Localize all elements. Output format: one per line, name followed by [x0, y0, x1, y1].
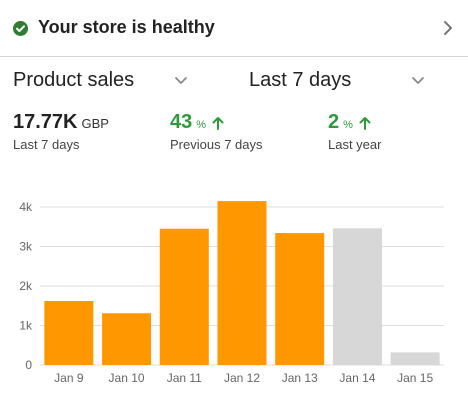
date-range-select[interactable]: Last 7 days: [249, 69, 352, 91]
total-sales-stat: 17.77K GBP: [13, 111, 109, 134]
bar: [332, 228, 382, 365]
metric-select[interactable]: Product sales: [13, 69, 135, 91]
store-health-title: Your store is healthy: [38, 17, 215, 37]
previous-period-caption: Previous 7 days: [170, 137, 263, 152]
chevron-down-icon[interactable]: [174, 76, 188, 86]
bar: [44, 301, 94, 365]
bar: [217, 201, 267, 365]
y-tick-label: 2k: [19, 279, 33, 293]
chevron-down-icon[interactable]: [411, 76, 425, 86]
y-tick-label: 3k: [19, 240, 33, 254]
x-tick-label: Jan 11: [167, 371, 202, 385]
x-tick-label: Jan 10: [109, 371, 145, 385]
bar: [102, 313, 152, 365]
total-sales-value: 17.77K: [13, 111, 78, 133]
arrow-up-icon: [359, 117, 371, 130]
percent-unit: %: [196, 119, 207, 131]
previous-period-value: 43: [170, 111, 193, 133]
last-year-change: 2%: [328, 111, 371, 134]
y-tick-label: 1k: [19, 319, 33, 333]
x-tick-label: Jan 9: [54, 371, 84, 385]
y-tick-label: 0: [25, 358, 32, 372]
bar: [275, 233, 325, 365]
x-tick-label: Jan 15: [397, 371, 433, 385]
sales-bar-chart: 0 1k 2k 3k 4k Jan 9 Jan 10 Jan 11 Jan 12 Jan 13 Ja…: [19, 200, 444, 385]
store-health-banner[interactable]: Your store is healthy: [0, 0, 468, 57]
y-tick-label: 4k: [19, 200, 33, 214]
previous-period-change: 43%: [170, 111, 224, 134]
percent-unit: %: [343, 119, 353, 131]
currency-unit: GBP: [81, 116, 109, 131]
last-year-value: 2: [328, 111, 340, 133]
x-tick-label: Jan 13: [282, 371, 318, 385]
last-year-caption: Last year: [328, 137, 382, 152]
x-tick-label: Jan 14: [339, 371, 375, 385]
bar: [159, 228, 209, 365]
check-circle-icon: [13, 21, 28, 36]
x-tick-label: Jan 12: [224, 371, 260, 385]
arrow-up-icon: [212, 117, 224, 130]
bar: [390, 352, 440, 365]
chevron-right-icon[interactable]: [442, 20, 454, 36]
total-sales-caption: Last 7 days: [13, 137, 80, 152]
